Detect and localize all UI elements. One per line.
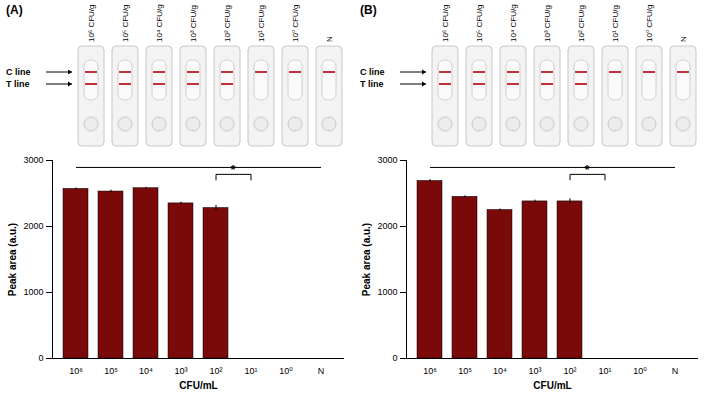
svg-text:10¹: 10¹	[244, 366, 257, 376]
svg-text:N: N	[325, 36, 334, 42]
svg-text:10³ CFU/g: 10³ CFU/g	[543, 5, 552, 42]
svg-text:1000: 1000	[377, 287, 397, 297]
svg-text:3000: 3000	[23, 155, 43, 165]
svg-text:CFU/mL: CFU/mL	[533, 380, 571, 391]
svg-text:10⁰ CFU/g: 10⁰ CFU/g	[291, 5, 300, 42]
svg-text:1000: 1000	[23, 287, 43, 297]
svg-text:2000: 2000	[377, 221, 397, 231]
svg-text:*: *	[584, 162, 590, 177]
svg-text:T line: T line	[6, 79, 30, 89]
svg-text:10³ CFU/g: 10³ CFU/g	[189, 5, 198, 42]
svg-text:10³: 10³	[174, 366, 187, 376]
svg-text:3000: 3000	[377, 155, 397, 165]
svg-text:2000: 2000	[23, 221, 43, 231]
svg-text:10³: 10³	[528, 366, 541, 376]
svg-text:0: 0	[392, 353, 397, 363]
svg-text:*: *	[230, 162, 236, 177]
svg-text:(A): (A)	[6, 3, 23, 17]
svg-text:CFU/mL: CFU/mL	[179, 380, 217, 391]
svg-text:Peak area (a.u.): Peak area (a.u.)	[7, 223, 18, 296]
svg-text:10⁵ CFU/g: 10⁵ CFU/g	[475, 4, 484, 42]
svg-text:10⁴ CFU/g: 10⁴ CFU/g	[155, 4, 164, 42]
svg-text:10⁶ CFU/g: 10⁶ CFU/g	[441, 4, 450, 42]
svg-text:10¹ CFU/g: 10¹ CFU/g	[611, 5, 620, 42]
svg-text:10⁴: 10⁴	[139, 366, 153, 376]
svg-text:N: N	[672, 366, 679, 376]
svg-text:10⁶: 10⁶	[69, 366, 83, 376]
svg-text:10¹ CFU/g: 10¹ CFU/g	[257, 5, 266, 42]
svg-text:10⁵: 10⁵	[458, 366, 472, 376]
svg-text:10² CFU/g: 10² CFU/g	[223, 5, 232, 42]
svg-text:10⁶ CFU/g: 10⁶ CFU/g	[87, 4, 96, 42]
svg-text:Peak area (a.u.): Peak area (a.u.)	[361, 223, 372, 296]
svg-text:N: N	[318, 366, 325, 376]
svg-text:10⁴ CFU/g: 10⁴ CFU/g	[509, 4, 518, 42]
svg-text:10⁵: 10⁵	[104, 366, 118, 376]
svg-text:C line: C line	[6, 67, 31, 77]
svg-text:(B): (B)	[360, 3, 377, 17]
svg-text:N: N	[679, 36, 688, 42]
svg-text:10² CFU/g: 10² CFU/g	[577, 5, 586, 42]
svg-text:10⁴: 10⁴	[493, 366, 507, 376]
svg-text:10⁰: 10⁰	[279, 366, 293, 376]
svg-text:10⁰ CFU/g: 10⁰ CFU/g	[645, 5, 654, 42]
svg-text:10²: 10²	[563, 366, 576, 376]
svg-text:10⁵ CFU/g: 10⁵ CFU/g	[121, 4, 130, 42]
svg-text:10⁶: 10⁶	[423, 366, 437, 376]
svg-text:10¹: 10¹	[598, 366, 611, 376]
svg-text:T line: T line	[360, 79, 384, 89]
svg-text:10⁰: 10⁰	[633, 366, 647, 376]
svg-text:0: 0	[38, 353, 43, 363]
svg-text:10²: 10²	[209, 366, 222, 376]
svg-text:C line: C line	[360, 67, 385, 77]
